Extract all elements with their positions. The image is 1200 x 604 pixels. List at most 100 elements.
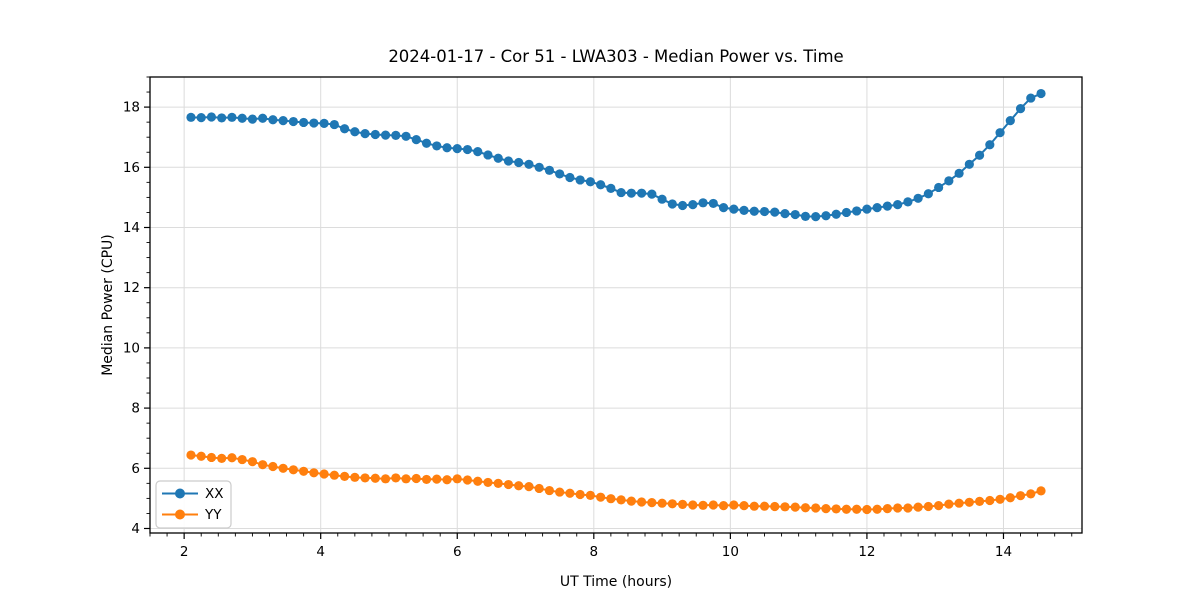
data-point	[473, 476, 483, 486]
data-point	[206, 112, 217, 122]
data-point	[360, 473, 370, 483]
data-point	[872, 504, 882, 514]
data-point	[432, 474, 442, 484]
data-point	[370, 129, 380, 140]
data-point	[186, 112, 196, 122]
data-point	[206, 452, 217, 463]
data-point	[626, 188, 636, 198]
data-point	[637, 497, 647, 507]
data-point	[852, 504, 862, 514]
data-point	[575, 175, 585, 185]
data-point	[503, 156, 514, 166]
data-point	[309, 468, 319, 478]
axis-ticks: 2 4 6 8 10 12 14 4 6 8 10 12 14 16 18	[123, 76, 1073, 560]
data-point	[288, 465, 298, 475]
data-point	[452, 474, 462, 484]
data-point	[462, 475, 473, 485]
data-point	[565, 488, 575, 498]
gridlines	[150, 77, 1082, 533]
data-point	[831, 209, 841, 219]
data-point	[360, 128, 370, 139]
data-point	[841, 504, 852, 514]
data-point	[1015, 491, 1026, 501]
data-point	[319, 118, 329, 128]
data-point	[964, 159, 974, 169]
data-point	[350, 472, 360, 482]
data-point	[821, 504, 831, 514]
data-point	[1005, 116, 1015, 126]
data-point	[749, 206, 759, 216]
data-point	[217, 453, 227, 463]
y-tick-label: 8	[131, 401, 140, 417]
data-point	[708, 500, 718, 510]
data-point	[596, 492, 606, 502]
data-point	[524, 159, 534, 169]
data-point	[217, 113, 227, 123]
data-point	[258, 460, 268, 470]
data-point	[544, 165, 555, 175]
data-point	[729, 204, 739, 214]
x-tick-label: 8	[590, 544, 599, 560]
data-point	[729, 500, 739, 510]
data-point	[247, 457, 258, 467]
data-point	[1036, 88, 1046, 99]
data-point	[514, 157, 524, 168]
data-point	[923, 501, 933, 512]
data-point	[944, 176, 954, 186]
data-point	[585, 490, 596, 500]
data-point	[452, 144, 462, 154]
data-point	[688, 500, 698, 510]
data-point	[862, 504, 872, 515]
data-point	[339, 124, 350, 134]
data-point	[258, 113, 268, 123]
data-point	[186, 450, 196, 460]
data-point	[903, 503, 913, 513]
data-point	[934, 501, 944, 511]
data-point	[227, 112, 237, 122]
data-point	[841, 207, 852, 218]
data-point	[862, 204, 872, 214]
data-point	[616, 495, 626, 505]
data-point	[677, 499, 688, 510]
series-xx-line	[190, 92, 1042, 218]
data-point	[329, 470, 339, 480]
data-point	[657, 498, 667, 508]
data-point	[749, 501, 759, 511]
data-point	[401, 131, 411, 141]
data-point	[421, 474, 432, 485]
data-point	[718, 501, 729, 511]
data-point	[288, 116, 298, 127]
data-point	[616, 187, 626, 198]
data-point	[329, 119, 339, 130]
data-point	[268, 115, 278, 125]
data-point	[319, 469, 329, 479]
data-point	[800, 211, 811, 221]
data-point	[913, 502, 923, 512]
data-point	[882, 504, 893, 514]
data-point	[698, 198, 708, 208]
x-tick-label: 10	[722, 544, 739, 560]
data-point	[688, 200, 698, 210]
legend-label-xx: XX	[205, 486, 224, 502]
data-point	[831, 504, 841, 514]
data-point	[606, 494, 616, 504]
legend-marker-yy	[175, 509, 185, 520]
data-point	[893, 503, 903, 513]
y-tick-label: 10	[123, 340, 140, 356]
series-yy-line	[190, 454, 1042, 511]
data-point	[913, 193, 923, 203]
data-point	[196, 451, 206, 461]
chart-title: 2024-01-17 - Cor 51 - LWA303 - Median Po…	[388, 47, 843, 66]
data-point	[493, 478, 503, 488]
data-point	[882, 201, 893, 211]
data-point	[1026, 93, 1036, 103]
data-point	[893, 200, 903, 210]
data-point	[718, 203, 729, 213]
data-point	[923, 189, 933, 199]
data-point	[503, 479, 514, 490]
data-point	[964, 497, 974, 507]
data-point	[770, 207, 780, 217]
data-point	[247, 114, 258, 124]
data-point	[555, 169, 565, 179]
x-tick-label: 14	[995, 544, 1012, 560]
